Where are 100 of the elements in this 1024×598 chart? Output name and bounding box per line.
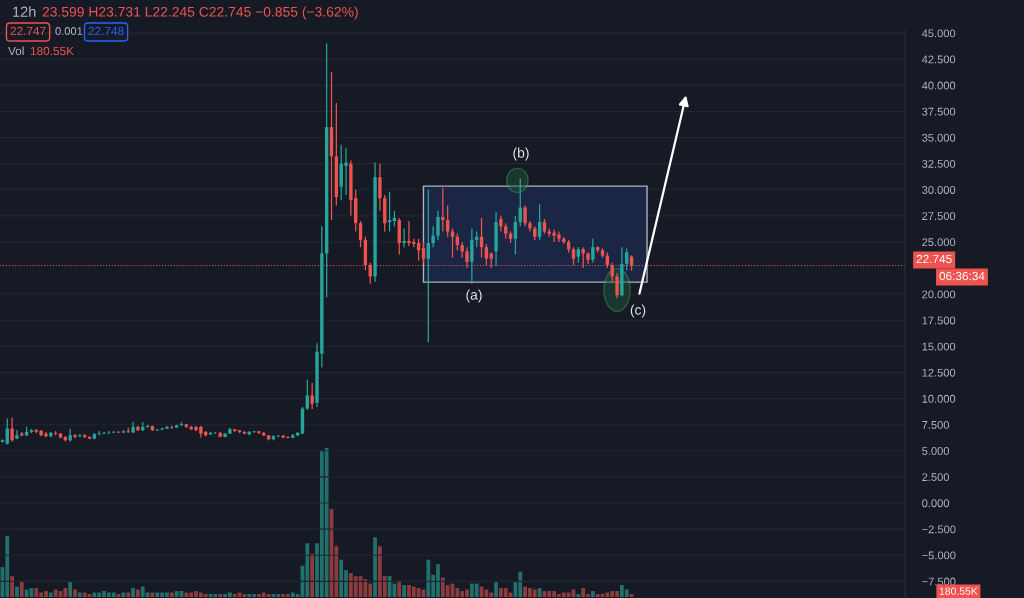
bar	[339, 559, 344, 597]
y-tick-label: 5.000	[922, 447, 950, 455]
bar	[261, 592, 266, 597]
candlestick	[537, 203, 542, 241]
bar	[576, 594, 581, 597]
candlestick	[426, 189, 430, 343]
annotation: 180.55K	[30, 46, 74, 56]
bar	[218, 594, 223, 597]
annotation: (a)	[466, 289, 482, 303]
bar	[324, 447, 329, 597]
y-tick-label: 32.500	[922, 159, 956, 168]
bar	[503, 588, 508, 597]
y-tick-label: 7.500	[922, 420, 950, 429]
bar	[247, 594, 252, 597]
candlestick	[470, 227, 474, 285]
y-tick-label: 12.500	[922, 368, 956, 377]
bar	[140, 586, 145, 597]
candlestick	[591, 238, 595, 264]
annotation: 22.747	[10, 26, 46, 36]
bar	[136, 589, 140, 597]
bar	[19, 582, 24, 597]
candlestick	[499, 215, 503, 233]
bar	[581, 588, 586, 597]
bar	[402, 585, 406, 597]
text: 23.599 H23.731 L22.245 C22.745 −0.855 (−3.62%)	[42, 6, 358, 20]
candlestick	[523, 204, 527, 227]
bar	[310, 553, 315, 597]
annotation: (b)	[513, 147, 529, 161]
bar	[232, 594, 237, 597]
bar	[494, 582, 498, 597]
ref-line-label: 22.745	[916, 254, 952, 264]
bar	[77, 592, 82, 597]
candlestick	[78, 433, 82, 438]
y-tick-label: 42.500	[921, 55, 956, 64]
bar	[605, 592, 610, 597]
bar	[155, 592, 160, 597]
candlestick	[310, 382, 314, 410]
text: 180.55K	[939, 587, 978, 595]
y-tick-label: 10.000	[922, 394, 956, 403]
bar	[624, 589, 629, 597]
bar	[547, 591, 552, 597]
bar	[595, 594, 600, 597]
bar	[63, 588, 68, 597]
candlestick	[402, 227, 406, 248]
bar	[15, 586, 19, 597]
candlestick	[431, 225, 435, 248]
bar	[111, 592, 116, 597]
bar	[24, 589, 29, 597]
y-tick-label: 45.000	[921, 29, 956, 38]
bar	[305, 543, 310, 597]
bar	[416, 588, 421, 597]
annotation: 22.748	[88, 26, 124, 36]
y-tick-label: 2.500	[922, 473, 950, 482]
y-tick-label: 17.500	[922, 316, 956, 325]
y-tick-label: 30.000	[922, 186, 956, 194]
bar	[82, 592, 87, 597]
bar	[518, 571, 523, 597]
bar	[426, 559, 431, 597]
bar	[34, 588, 39, 597]
bar	[532, 589, 537, 597]
bar	[5, 535, 10, 597]
candlestick	[378, 163, 382, 212]
bar	[368, 583, 373, 597]
text: 06:36:34	[939, 271, 985, 281]
annotation: Vol	[8, 46, 24, 56]
annotation: (c)	[630, 304, 646, 318]
bar	[397, 580, 402, 597]
bar	[68, 582, 73, 597]
annotation: 0.001	[55, 27, 83, 35]
y-tick-label: 37.500	[922, 107, 956, 116]
bar	[484, 589, 489, 597]
bar	[227, 592, 232, 597]
candlestick	[445, 204, 450, 238]
bar	[566, 592, 571, 597]
y-tick-label: 20.000	[922, 290, 956, 299]
candlestick	[407, 220, 411, 247]
bar	[92, 592, 97, 597]
bar	[474, 583, 479, 597]
y-tick-label: 27.500	[922, 212, 956, 220]
bar	[184, 592, 189, 597]
bar	[213, 594, 218, 597]
bar	[48, 592, 53, 597]
bar	[353, 576, 358, 597]
bar	[73, 589, 77, 597]
candlestick	[615, 272, 619, 299]
candlestick	[441, 187, 445, 233]
y-tick-label: 0.000	[922, 499, 950, 508]
candlestick	[625, 247, 629, 271]
bar	[590, 591, 595, 597]
candlestick	[10, 416, 14, 443]
y-tick-label: 40.000	[921, 81, 956, 90]
candlestick	[305, 379, 310, 411]
text: 12h	[13, 6, 36, 17]
candlestick	[436, 210, 440, 241]
y-tick-label: −7.500	[922, 577, 956, 586]
bar	[10, 576, 14, 597]
y-tick-label: 25.000	[922, 238, 956, 247]
bar	[203, 594, 208, 597]
bar	[276, 594, 281, 597]
candlestick	[528, 220, 532, 233]
